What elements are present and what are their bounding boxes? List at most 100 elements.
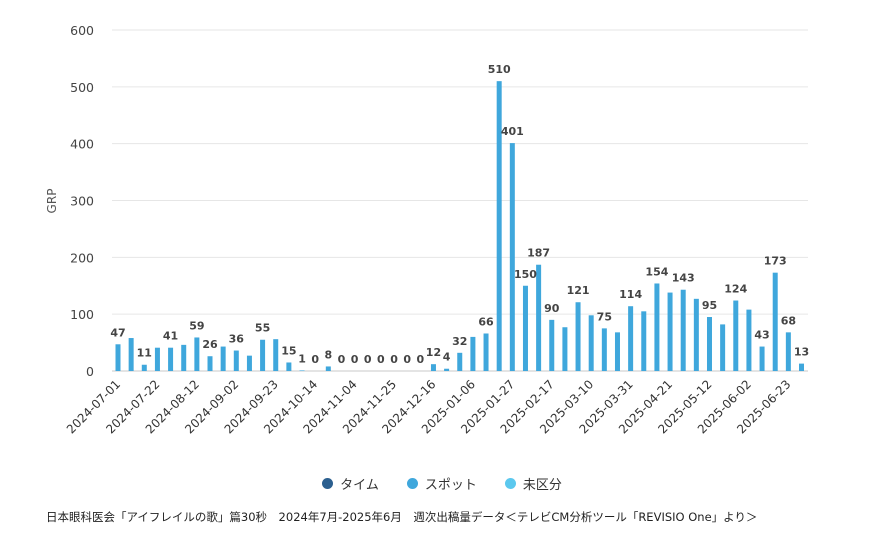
y-tick-label: 600 xyxy=(70,23,94,38)
y-tick-label: 100 xyxy=(70,307,94,322)
data-label: 68 xyxy=(781,314,796,327)
data-label: 36 xyxy=(229,333,245,346)
data-label: 43 xyxy=(754,329,769,342)
bar xyxy=(207,356,213,371)
bar xyxy=(799,363,804,371)
data-label: 154 xyxy=(645,265,668,278)
bar xyxy=(260,339,266,371)
bar xyxy=(693,298,699,371)
y-tick-label: 500 xyxy=(70,80,94,95)
legend-dot-time-icon xyxy=(322,478,334,489)
bar xyxy=(562,327,568,371)
data-label: 4 xyxy=(443,351,451,364)
bar xyxy=(233,350,239,371)
data-label: 8 xyxy=(324,348,332,361)
bar xyxy=(772,272,778,371)
bar xyxy=(299,370,305,371)
legend-item-time[interactable]: タイム xyxy=(322,474,379,493)
data-label: 114 xyxy=(619,288,642,301)
data-label: 75 xyxy=(597,310,612,323)
bar xyxy=(614,332,620,371)
bar xyxy=(325,366,331,371)
y-axis-ticks: 0 100 200 300 400 500 600 xyxy=(70,23,94,379)
bar xyxy=(522,285,528,371)
bar xyxy=(246,355,252,371)
data-label: 26 xyxy=(202,338,218,351)
bar xyxy=(141,364,147,371)
data-label: 12 xyxy=(426,346,441,359)
bar xyxy=(746,309,752,371)
data-label: 1 xyxy=(298,352,306,365)
y-tick-label: 400 xyxy=(70,137,94,152)
bar xyxy=(588,315,594,371)
y-tick-label: 300 xyxy=(70,194,94,209)
data-label: 121 xyxy=(567,284,590,297)
legend-item-spot[interactable]: スポット xyxy=(406,474,477,493)
data-label: 150 xyxy=(514,268,537,281)
legend-dot-unclassified-icon xyxy=(504,478,516,489)
data-label: 13 xyxy=(794,346,809,359)
bar xyxy=(536,264,542,371)
legend-label: タイム xyxy=(340,478,379,493)
y-tick-label: 0 xyxy=(86,364,94,379)
data-label: 66 xyxy=(478,315,494,328)
x-axis-ticks: 2024-07-012024-07-222024-08-122024-09-02… xyxy=(64,377,794,436)
data-label: 95 xyxy=(702,299,717,312)
data-label: 0 xyxy=(416,353,424,366)
bar xyxy=(667,292,673,371)
legend-item-unclassified[interactable]: 未区分 xyxy=(504,474,562,493)
data-label: 510 xyxy=(488,63,511,76)
bars xyxy=(115,81,804,372)
data-label: 15 xyxy=(281,344,296,357)
bar xyxy=(509,143,515,371)
data-label: 0 xyxy=(338,353,346,366)
gridlines xyxy=(112,29,808,372)
data-label: 0 xyxy=(311,353,319,366)
y-axis-label: GRP xyxy=(45,189,59,214)
bar xyxy=(733,300,739,371)
data-label: 59 xyxy=(189,319,204,332)
bar xyxy=(273,339,279,371)
legend: タイム スポット 未区分 xyxy=(0,474,884,493)
bar xyxy=(181,344,187,371)
bar xyxy=(641,311,647,371)
bar xyxy=(785,332,791,371)
data-label: 124 xyxy=(724,283,747,296)
data-label: 143 xyxy=(672,272,695,285)
data-label: 401 xyxy=(501,125,524,138)
legend-label: スポット xyxy=(424,478,477,493)
bar xyxy=(720,324,726,371)
bar xyxy=(444,368,450,371)
legend-dot-spot-icon xyxy=(406,478,418,489)
bar xyxy=(496,81,502,372)
bar xyxy=(575,302,581,371)
data-label: 41 xyxy=(163,330,178,343)
bar xyxy=(654,283,660,371)
bar xyxy=(549,319,555,371)
bar xyxy=(457,352,463,371)
data-label: 0 xyxy=(403,353,411,366)
y-tick-label: 200 xyxy=(70,250,94,265)
chart-caption: 日本眼科医会「アイフレイルの歌」篇30秒 2024年7月-2025年6月 週次出… xyxy=(46,510,758,524)
bar xyxy=(128,338,134,371)
bar xyxy=(286,362,292,371)
bar xyxy=(220,346,226,371)
data-label: 0 xyxy=(351,353,359,366)
data-label: 47 xyxy=(110,326,125,339)
data-label: 173 xyxy=(764,255,787,268)
bar xyxy=(430,364,436,371)
bar xyxy=(154,347,160,371)
bar xyxy=(759,346,765,371)
data-label: 90 xyxy=(544,302,560,315)
bar xyxy=(168,347,174,371)
bar xyxy=(628,306,634,371)
data-label: 0 xyxy=(377,353,385,366)
data-label: 187 xyxy=(527,247,550,260)
data-label: 0 xyxy=(390,353,398,366)
data-label: 55 xyxy=(255,322,270,335)
data-label: 0 xyxy=(364,353,372,366)
legend-label: 未区分 xyxy=(522,478,562,493)
bar xyxy=(115,344,121,371)
